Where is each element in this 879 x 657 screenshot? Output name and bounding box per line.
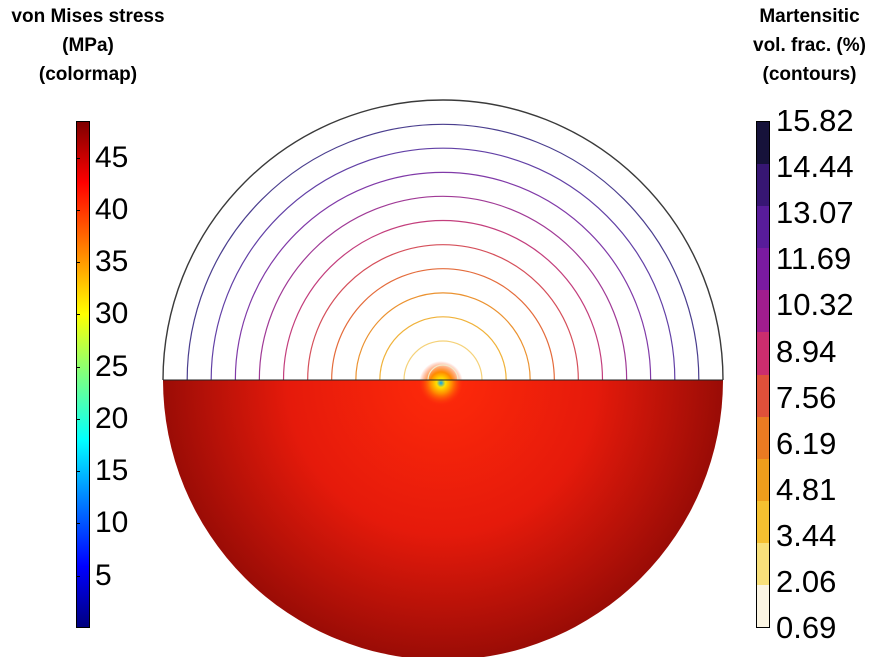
fraction-title-line-2: vol. frac. (%) bbox=[753, 35, 866, 56]
contour-line bbox=[307, 244, 579, 381]
stress-title-line-1: von Mises stress bbox=[11, 6, 165, 27]
fraction-legend-title: Martensitic vol. frac. (%) (contours) bbox=[740, 2, 879, 89]
fraction-color-segment bbox=[757, 331, 769, 375]
fraction-color-segment bbox=[757, 458, 769, 501]
stress-tick-label: 45 bbox=[95, 140, 129, 174]
stress-tick-label: 20 bbox=[95, 401, 129, 435]
stress-tick-label: 5 bbox=[95, 558, 112, 592]
fraction-color-segment bbox=[757, 584, 769, 627]
fraction-title-line-1: Martensitic bbox=[759, 6, 860, 27]
stress-tick-label: 10 bbox=[95, 506, 129, 540]
fraction-color-segment bbox=[757, 542, 769, 585]
stress-tick-mark bbox=[76, 209, 80, 211]
stress-colorbar bbox=[76, 121, 90, 628]
stress-tick-label: 35 bbox=[95, 245, 129, 279]
fraction-tick-label: 11.69 bbox=[776, 241, 852, 277]
contour-line bbox=[427, 364, 459, 381]
stress-tick-mark bbox=[76, 366, 80, 368]
stress-tick-label: 30 bbox=[95, 297, 129, 331]
fraction-tick-label: 6.19 bbox=[776, 425, 837, 461]
fraction-color-segment bbox=[757, 205, 769, 249]
fraction-tick-label: 4.81 bbox=[776, 471, 837, 507]
stress-tick-mark bbox=[76, 314, 80, 316]
stress-tick-mark bbox=[76, 523, 80, 525]
contour-line bbox=[210, 147, 676, 381]
stress-tick-label: 25 bbox=[95, 349, 129, 383]
fraction-tick-label: 15.82 bbox=[776, 103, 854, 138]
stress-legend-title: von Mises stress (MPa) (colormap) bbox=[0, 2, 176, 89]
fraction-colorbar bbox=[756, 121, 770, 628]
contour-line bbox=[162, 99, 724, 381]
stress-tick-mark bbox=[76, 471, 80, 473]
contour-line bbox=[355, 292, 531, 381]
stress-hotspot bbox=[419, 361, 463, 405]
contour-lines bbox=[162, 99, 724, 381]
fraction-tick-label: 10.32 bbox=[776, 287, 854, 323]
stress-title-line-2: (MPa) bbox=[62, 35, 114, 56]
fraction-color-segment bbox=[757, 416, 769, 459]
contour-line bbox=[331, 268, 555, 381]
fraction-color-segment bbox=[757, 163, 769, 207]
stress-tick-label: 15 bbox=[95, 454, 129, 488]
fraction-tick-label: 0.69 bbox=[776, 610, 837, 645]
fraction-tick-label: 2.06 bbox=[776, 564, 837, 600]
fraction-color-segment bbox=[757, 289, 769, 333]
contour-line bbox=[379, 316, 507, 381]
contour-line bbox=[282, 219, 604, 381]
stress-tick-mark bbox=[76, 418, 80, 420]
fraction-color-segment bbox=[757, 500, 769, 543]
contour-line bbox=[403, 340, 483, 381]
fraction-color-segment bbox=[757, 121, 769, 165]
contour-line bbox=[234, 171, 652, 381]
stress-half-disk bbox=[163, 380, 723, 657]
stress-tick-mark bbox=[76, 157, 80, 159]
fraction-tick-label: 8.94 bbox=[776, 333, 837, 369]
contour-line bbox=[258, 195, 628, 381]
fraction-tick-label: 7.56 bbox=[776, 379, 837, 415]
fraction-title-line-3: (contours) bbox=[762, 64, 857, 85]
fraction-color-segment bbox=[757, 374, 769, 417]
fraction-tick-label: 14.44 bbox=[776, 149, 854, 185]
stress-tick-mark bbox=[76, 262, 80, 264]
fraction-color-segment bbox=[757, 247, 769, 291]
stress-title-line-3: (colormap) bbox=[38, 64, 138, 85]
stress-tick-label: 40 bbox=[95, 192, 129, 226]
stress-tick-mark bbox=[76, 575, 80, 577]
fraction-tick-label: 13.07 bbox=[776, 195, 854, 231]
contour-line bbox=[186, 123, 700, 381]
fraction-tick-label: 3.44 bbox=[776, 517, 837, 553]
